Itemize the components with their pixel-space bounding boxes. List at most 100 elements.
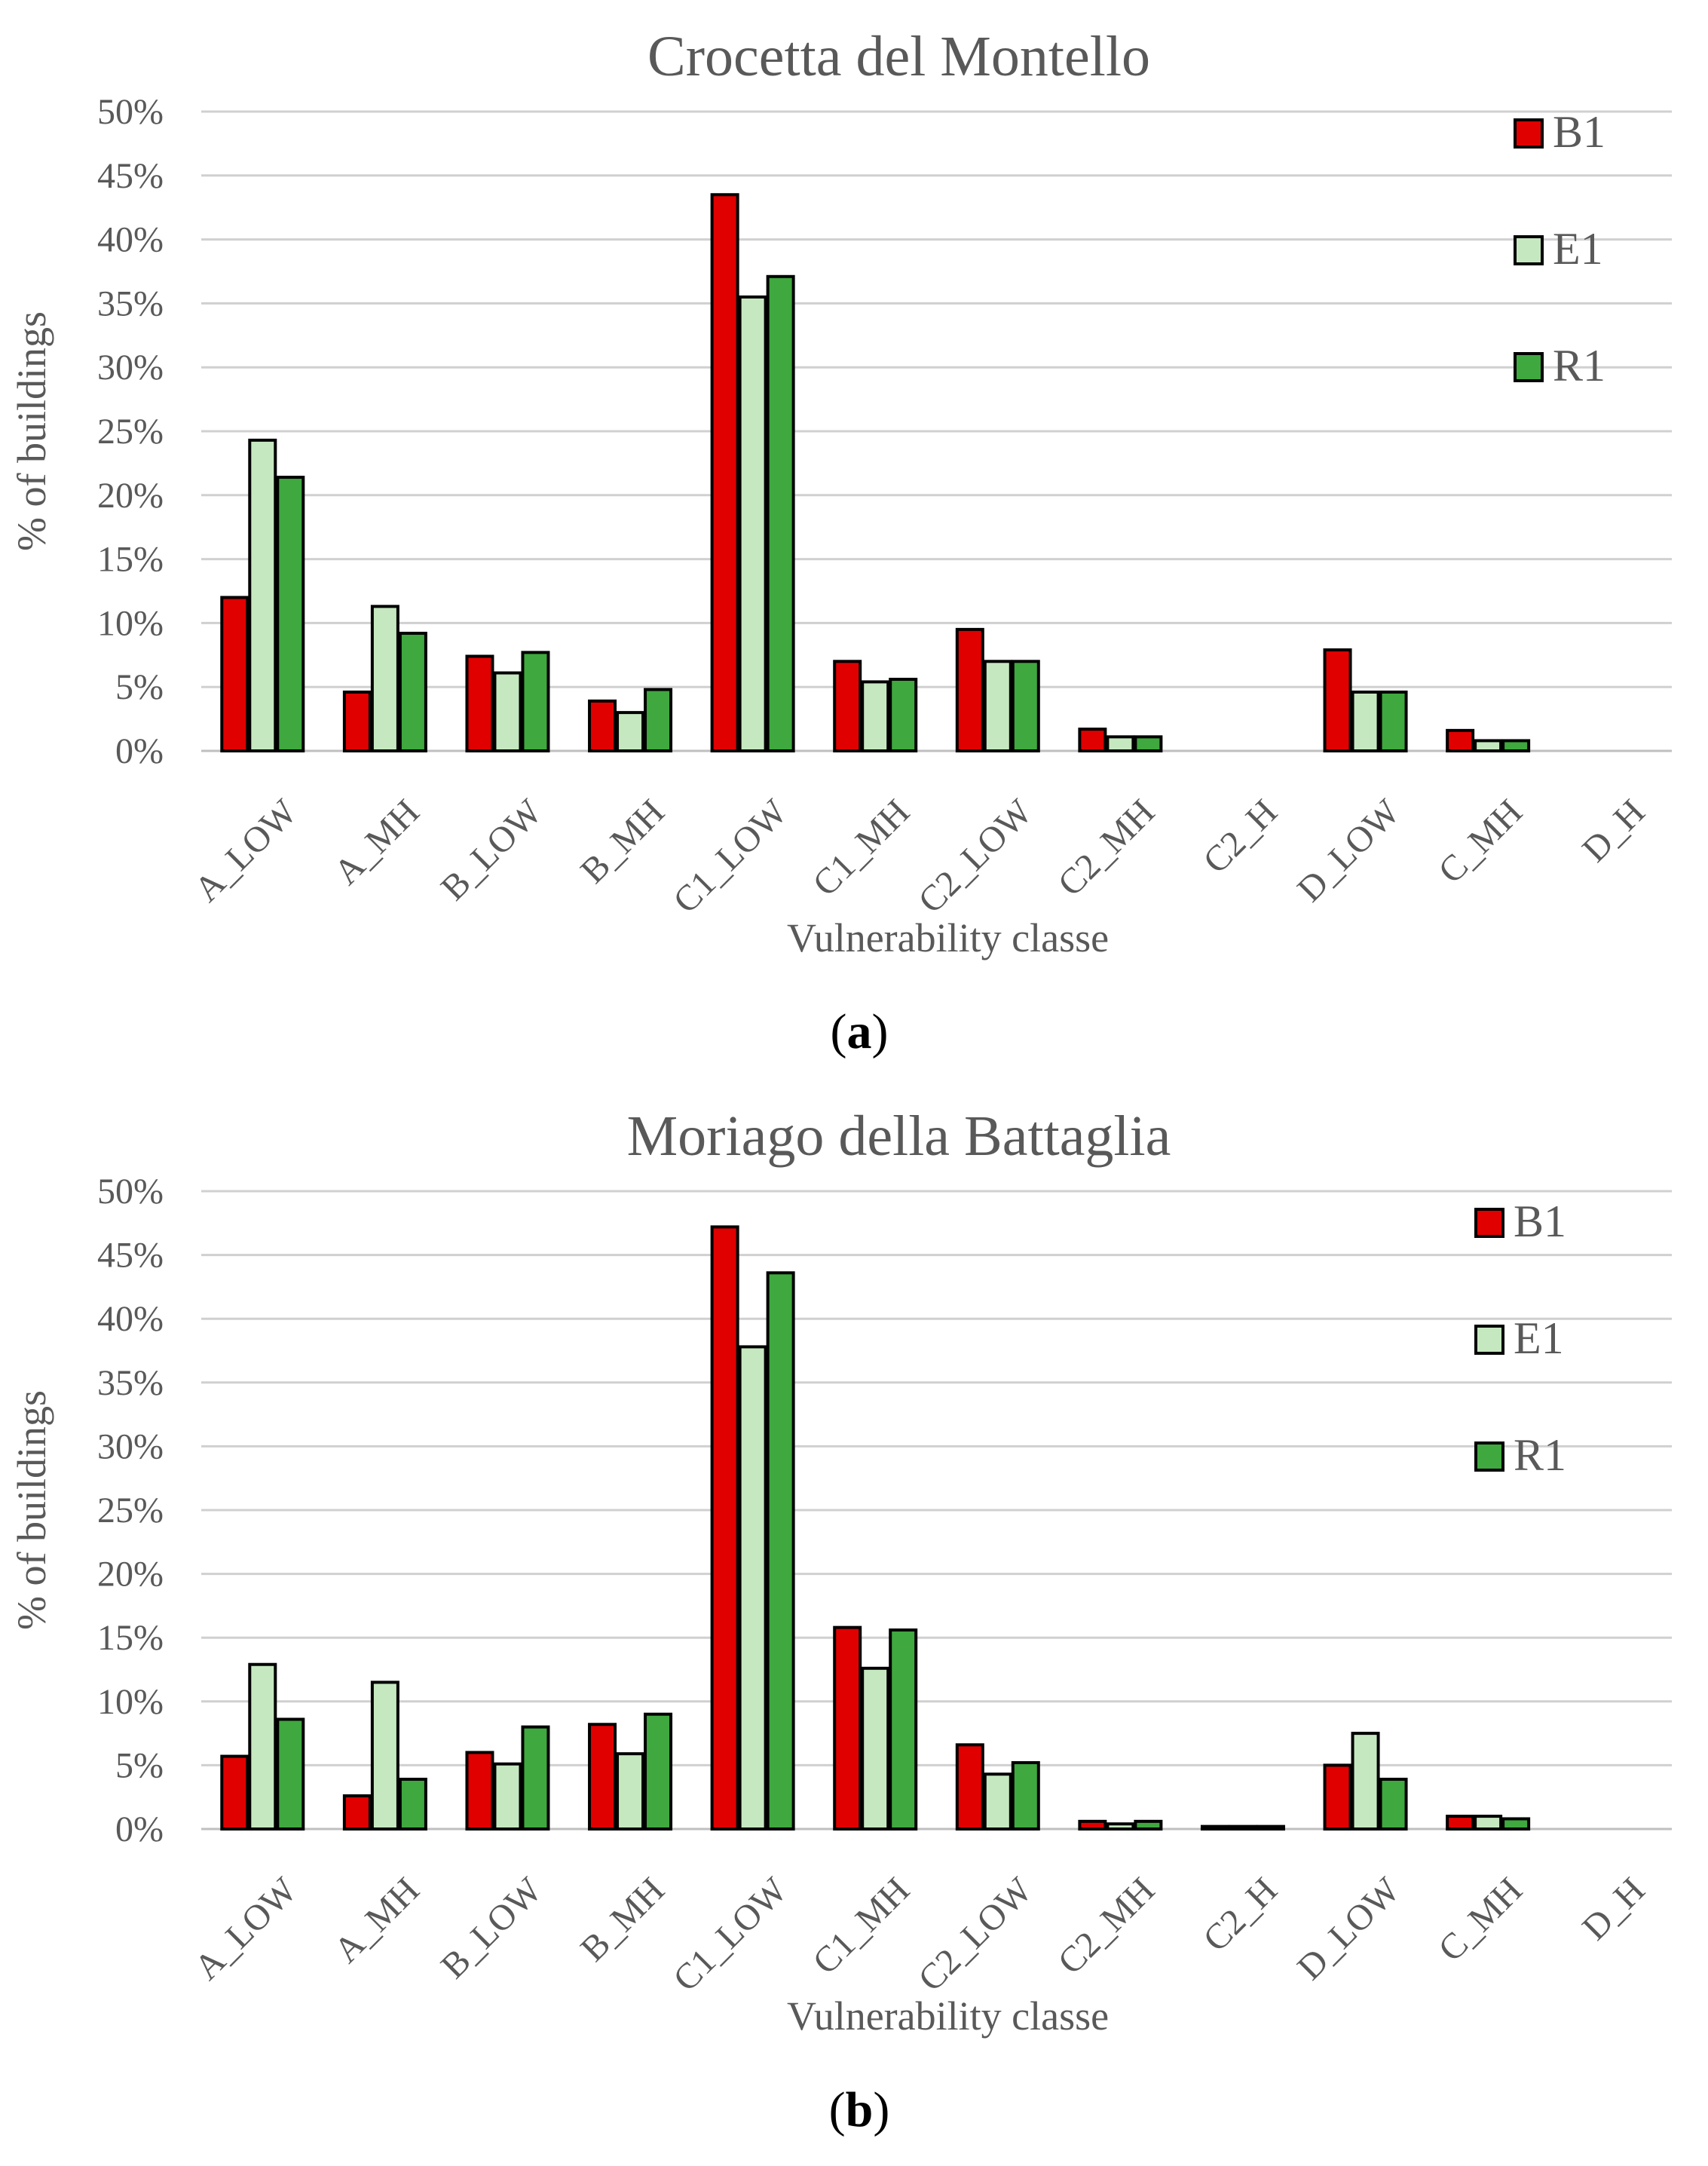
bar-R1-a-low bbox=[276, 1717, 305, 1831]
bar-E1-c2-low bbox=[983, 660, 1012, 753]
bar-B1-c1-mh bbox=[833, 660, 862, 753]
chart-panel-a: 0% 5% 10% 15% 20% 25% 30% 35% 40% 45% 50% A_LOW A_MH… bbox=[9, 25, 1672, 1059]
legend-label: B1 bbox=[1514, 1196, 1566, 1246]
bar-B1-a-mh bbox=[342, 690, 372, 753]
bar-R1-c2-mh bbox=[1134, 735, 1163, 752]
bar-B1-c1-low bbox=[710, 193, 739, 752]
panel-label: (a) bbox=[831, 1004, 889, 1059]
bar-E1-d-low bbox=[1351, 1732, 1380, 1831]
y-tick-label: 45% bbox=[97, 156, 164, 196]
y-axis-title: % of buildings bbox=[9, 1390, 54, 1630]
bar-B1-c2-low bbox=[955, 1743, 984, 1831]
panel-label: (b) bbox=[829, 2082, 890, 2137]
panel-label-open: ( bbox=[831, 1004, 847, 1059]
bar-R1-b-mh bbox=[644, 1712, 673, 1831]
x-tick-label: B_MH bbox=[573, 1870, 672, 1969]
y-tick-label: 0% bbox=[115, 731, 164, 771]
bar-E1-a-low bbox=[248, 438, 277, 752]
bar-B1-d-low bbox=[1323, 1763, 1352, 1831]
x-tick-label: A_LOW bbox=[187, 792, 305, 910]
bar-R1-c2-low bbox=[1011, 1761, 1040, 1831]
legend: B1 E1 R1 bbox=[1514, 107, 1605, 391]
y-axis-title: % of buildings bbox=[9, 311, 54, 551]
bar-B1-a-low bbox=[220, 1754, 249, 1831]
bar-B1-d-low bbox=[1323, 648, 1352, 752]
bar-B1-b-mh bbox=[588, 699, 617, 753]
bar-B1-c2-h bbox=[1200, 1824, 1229, 1831]
y-tick-label: 5% bbox=[115, 667, 164, 707]
y-tick-label: 15% bbox=[97, 1618, 164, 1658]
bar-B1-c1-mh bbox=[833, 1625, 862, 1831]
y-tick-label: 10% bbox=[97, 1682, 164, 1722]
bar-E1-b-low bbox=[493, 1762, 522, 1831]
bar-E1-c-mh bbox=[1474, 739, 1503, 753]
bar-B1-c2-low bbox=[955, 627, 984, 752]
panel-label-letter: b bbox=[846, 2082, 874, 2137]
y-tick-label: 35% bbox=[97, 283, 164, 323]
bar-R1-a-mh bbox=[398, 631, 427, 753]
legend-label: E1 bbox=[1514, 1313, 1564, 1363]
bar-E1-d-low bbox=[1351, 690, 1380, 753]
bar-R1-c2-h bbox=[1256, 1824, 1285, 1831]
x-tick-label: A_LOW bbox=[187, 1870, 305, 1988]
bar-E1-c1-mh bbox=[861, 680, 890, 753]
legend-label: R1 bbox=[1553, 341, 1605, 391]
bar-R1-a-low bbox=[276, 476, 305, 753]
y-tick-label: 0% bbox=[115, 1809, 164, 1849]
bar-E1-b-low bbox=[493, 671, 522, 753]
panel-label-open: ( bbox=[829, 2082, 846, 2137]
bar-B1-c1-low bbox=[710, 1225, 739, 1831]
bar-E1-c2-low bbox=[983, 1772, 1012, 1831]
legend-label: E1 bbox=[1553, 224, 1603, 274]
y-tick-label: 40% bbox=[97, 1299, 164, 1339]
panel-label-close: ) bbox=[872, 1004, 889, 1059]
bar-E1-c1-low bbox=[738, 1345, 767, 1831]
bar-E1-c2-h bbox=[1228, 1824, 1257, 1831]
bar-R1-d-low bbox=[1379, 690, 1408, 753]
x-tick-label: C_MH bbox=[1431, 792, 1530, 891]
y-tick-label: 15% bbox=[97, 540, 164, 580]
y-tick-label: 25% bbox=[97, 1490, 164, 1530]
legend-swatch-R1 bbox=[1514, 352, 1544, 382]
bar-E1-c2-mh bbox=[1106, 735, 1135, 752]
x-tick-label: D_LOW bbox=[1290, 792, 1408, 910]
bar-B1-b-low bbox=[465, 654, 494, 752]
x-tick-label: C2_MH bbox=[1050, 1870, 1162, 1982]
bar-E1-a-mh bbox=[370, 1680, 399, 1831]
x-tick-label: A_MH bbox=[326, 1870, 427, 1971]
bar-R1-c1-low bbox=[766, 1271, 795, 1831]
bar-E1-a-mh bbox=[370, 605, 399, 752]
y-tick-label: 20% bbox=[97, 476, 164, 516]
x-tick-label: C1_MH bbox=[805, 792, 917, 904]
bar-R1-b-low bbox=[521, 651, 550, 753]
x-tick-label: D_H bbox=[1575, 1870, 1652, 1947]
bar-B1-a-low bbox=[220, 596, 249, 752]
bar-E1-a-low bbox=[248, 1662, 277, 1831]
bar-B1-c-mh bbox=[1446, 1815, 1475, 1831]
x-axis-title: Vulnerability classe bbox=[787, 915, 1109, 960]
x-tick-label: C2_LOW bbox=[911, 1870, 1040, 1999]
bar-B1-c-mh bbox=[1446, 728, 1475, 753]
bar-B1-c2-mh bbox=[1078, 728, 1107, 753]
bar-R1-c2-mh bbox=[1134, 1819, 1163, 1831]
y-tick-label: 10% bbox=[97, 603, 164, 643]
x-tick-label: C1_LOW bbox=[666, 1870, 795, 1999]
bar-E1-c2-mh bbox=[1106, 1822, 1135, 1831]
x-tick-label: D_LOW bbox=[1290, 1870, 1408, 1988]
y-tick-label: 5% bbox=[115, 1745, 164, 1785]
bar-R1-d-low bbox=[1379, 1778, 1408, 1831]
x-tick-label: C_MH bbox=[1431, 1870, 1530, 1969]
bar-R1-c-mh bbox=[1501, 739, 1531, 753]
y-tick-label: 30% bbox=[97, 1426, 164, 1466]
bar-B1-c2-mh bbox=[1078, 1819, 1107, 1831]
legend-swatch-R1 bbox=[1474, 1441, 1504, 1472]
x-tick-label: C2_H bbox=[1195, 792, 1285, 881]
y-tick-label: 30% bbox=[97, 348, 164, 388]
bar-B1-b-mh bbox=[588, 1723, 617, 1831]
legend-label: R1 bbox=[1514, 1430, 1566, 1480]
bar-R1-c1-mh bbox=[889, 1628, 918, 1831]
x-axis-title: Vulnerability classe bbox=[787, 1993, 1109, 2039]
legend-label: B1 bbox=[1553, 107, 1605, 157]
bar-R1-b-mh bbox=[644, 688, 673, 752]
